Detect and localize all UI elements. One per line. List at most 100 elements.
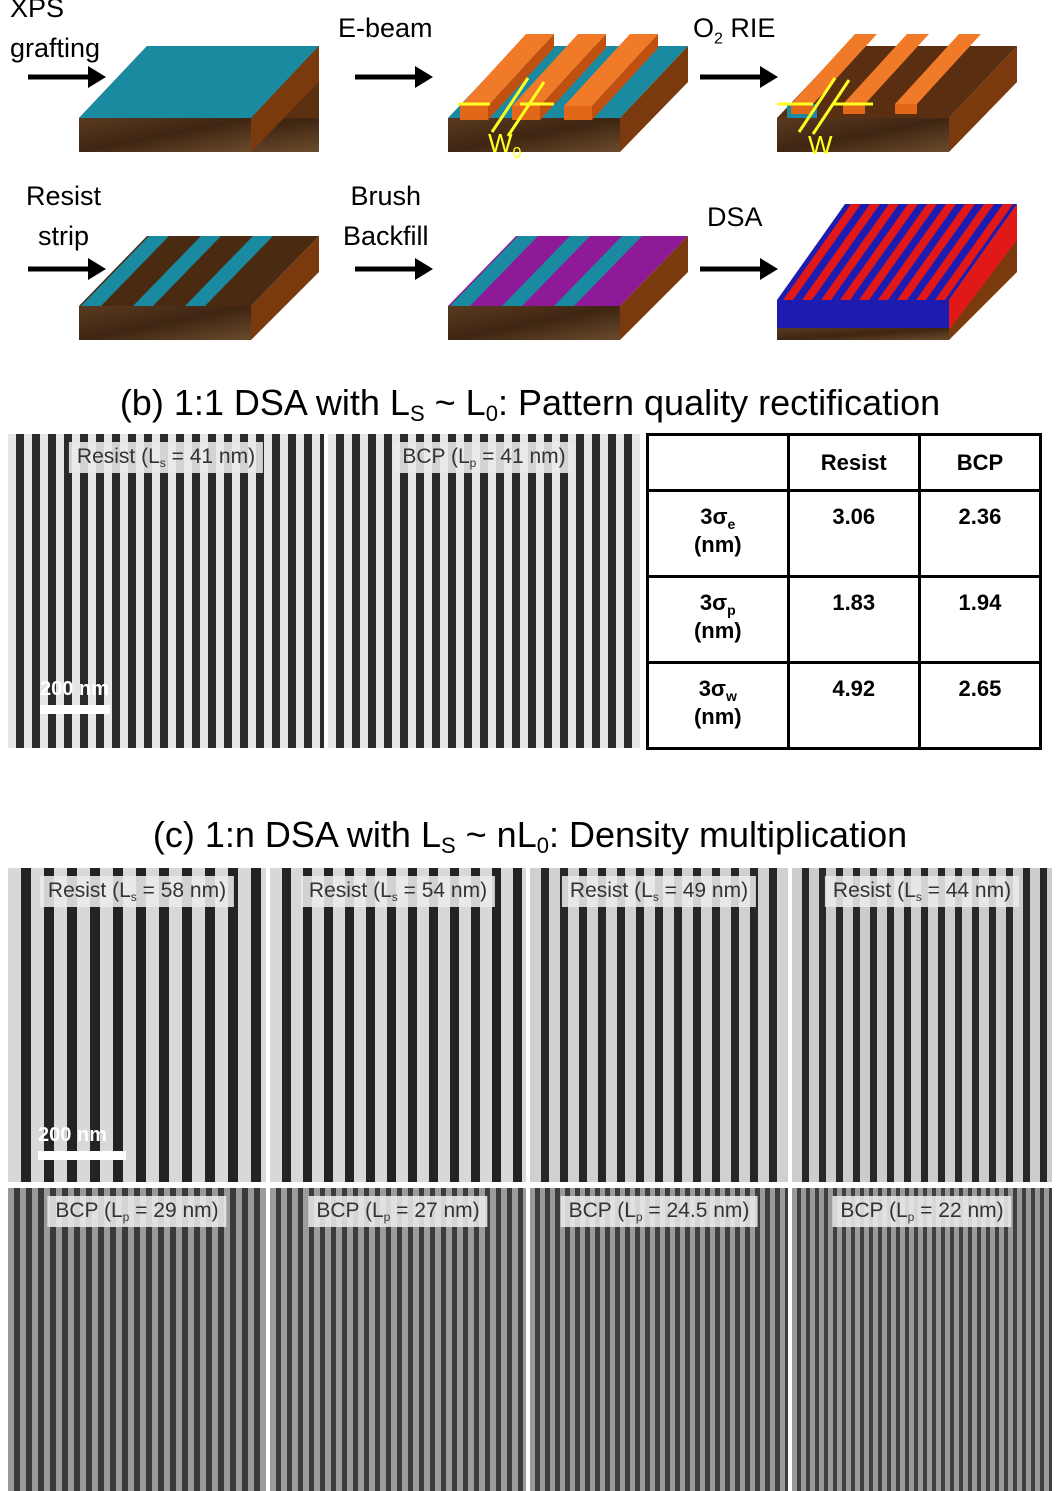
- red-lamella: [840, 204, 918, 300]
- title-text: ~ nL: [455, 814, 537, 855]
- w0-main: W: [488, 128, 513, 158]
- image-label: BCP (Lp = 27 nm): [308, 1196, 488, 1227]
- sem-image-resist-58: Resist (Ls = 58 nm) 200 nm: [8, 868, 266, 1182]
- dimension-w-label: W: [808, 130, 833, 160]
- image-label: BCP (Lp = 29 nm): [47, 1196, 227, 1227]
- guide-stripe: [185, 236, 273, 306]
- table-cell: 1.83: [786, 575, 921, 664]
- resist-line: [460, 34, 554, 120]
- image-label: Resist (Ls = 41 nm): [68, 442, 264, 473]
- scale-bar-label: 200 nm: [40, 678, 109, 700]
- sem-image-bcp-41: BCP (Lp = 41 nm): [328, 434, 640, 748]
- image-label: Resist (Ls = 49 nm): [561, 876, 757, 907]
- brush-backfill-block: [448, 236, 688, 340]
- title-sub: 0: [485, 401, 498, 426]
- sem-image-resist-41: Resist (Ls = 41 nm) 200 nm: [8, 434, 324, 748]
- step-line2: grafting: [10, 33, 101, 63]
- o2-sub: 2: [714, 30, 723, 48]
- step-line1: O2 RIE: [693, 8, 775, 59]
- step-line1: Resist: [26, 181, 102, 211]
- guide-stripe: [450, 236, 538, 306]
- image-label: BCP (Lp = 24.5 nm): [560, 1196, 758, 1227]
- arrow-icon: [28, 66, 106, 88]
- rie-text: RIE: [722, 13, 776, 43]
- image-label: Resist (Ls = 44 nm): [824, 876, 1020, 907]
- table-row-header: 3σw (nm): [646, 661, 790, 750]
- table-header-cell: [646, 433, 790, 492]
- sem-image-bcp-24-5: BCP (Lp = 24.5 nm): [530, 1188, 788, 1491]
- guide-stripe: [554, 236, 642, 306]
- step-label-xps-grafting: XPS grafting: [10, 0, 100, 68]
- step-label-brush-backfill: Brush Backfill: [343, 176, 429, 256]
- step-line2: strip: [38, 221, 90, 251]
- table-header-cell: BCP: [917, 433, 1043, 492]
- table-cell: 1.94: [917, 575, 1043, 664]
- table-header-cell: Resist: [786, 433, 921, 492]
- image-label: Resist (Ls = 58 nm): [39, 876, 235, 907]
- sem-image-bcp-29: BCP (Lp = 29 nm): [8, 1188, 266, 1491]
- red-lamella: [935, 204, 1013, 300]
- o2-o: O: [693, 13, 715, 43]
- substrate-grafted-block: [79, 46, 319, 152]
- ebeam-resist-block: [448, 34, 688, 152]
- red-lamella: [878, 204, 956, 300]
- scale-bar-line: [38, 1151, 126, 1160]
- sem-image-resist-49: Resist (Ls = 49 nm): [530, 868, 788, 1182]
- title-text: : Density multiplication: [548, 814, 908, 855]
- title-sub: 0: [536, 833, 549, 858]
- guide-stripe: [81, 236, 169, 306]
- sem-image-resist-44: Resist (Ls = 44 nm): [792, 868, 1052, 1182]
- step-label-dsa: DSA: [707, 197, 763, 237]
- step-line1: DSA: [707, 202, 763, 232]
- step-line1: E-beam: [338, 13, 433, 43]
- arrow-icon: [355, 66, 433, 88]
- title-text: (b) 1:1 DSA with L: [119, 382, 410, 423]
- table-cell: 2.65: [917, 661, 1043, 750]
- step-line2: Backfill: [343, 221, 429, 251]
- section-c-title: (c) 1:n DSA with LS ~ nL0: Density multi…: [0, 814, 1060, 859]
- image-label: BCP (Lp = 41 nm): [394, 442, 574, 473]
- arrow-icon: [355, 258, 433, 280]
- title-text: ~ L: [424, 382, 486, 423]
- table-header-row: Resist BCP: [646, 433, 1043, 492]
- image-label: Resist (Ls = 54 nm): [300, 876, 496, 907]
- sem-image-resist-54: Resist (Ls = 54 nm): [270, 868, 526, 1182]
- resist-line: [564, 34, 658, 120]
- table-row-header: 3σe (nm): [646, 489, 790, 578]
- scale-bar: 200 nm: [38, 1124, 126, 1160]
- step-line1: XPS: [10, 0, 65, 23]
- dimension-w0-label: W0: [488, 128, 521, 163]
- step-line1: Brush: [350, 181, 422, 211]
- section-b-title: (b) 1:1 DSA with LS ~ L0: Pattern qualit…: [0, 382, 1060, 427]
- red-lamella: [783, 204, 861, 300]
- scale-bar-label: 200 nm: [38, 1124, 107, 1146]
- step-label-resist-strip: Resist strip: [26, 176, 101, 256]
- resist-line: [895, 34, 981, 114]
- table-row-header: 3σp (nm): [646, 575, 790, 664]
- dsa-lamellae-block: [777, 204, 1017, 340]
- table-cell: 2.36: [917, 489, 1043, 578]
- table-cell: 4.92: [786, 661, 921, 750]
- scale-bar-line: [40, 705, 110, 714]
- table-row: 3σw (nm) 4.92 2.65: [646, 661, 1043, 750]
- red-lamella: [821, 204, 899, 300]
- resist-line: [512, 34, 606, 120]
- arrow-icon: [28, 258, 106, 280]
- title-sub: S: [409, 401, 425, 426]
- sem-image-bcp-27: BCP (Lp = 27 nm): [270, 1188, 526, 1491]
- guide-stripe: [502, 236, 590, 306]
- o2-rie-block: [777, 34, 1017, 152]
- title-text: : Pattern quality rectification: [497, 382, 941, 423]
- roughness-table: Resist BCP 3σe (nm) 3.06 2.36 3σp (nm) 1.8…: [646, 433, 1043, 750]
- title-sub: S: [440, 833, 456, 858]
- step-label-o2-rie: O2 RIE: [693, 8, 775, 59]
- table-row: 3σe (nm) 3.06 2.36: [646, 489, 1043, 578]
- guide-stripe: [133, 236, 221, 306]
- red-lamella: [802, 204, 880, 300]
- title-text: (c) 1:n DSA with L: [152, 814, 441, 855]
- image-label: BCP (Lp = 22 nm): [832, 1196, 1012, 1227]
- resist-line: [843, 34, 929, 114]
- w0-sub: 0: [512, 145, 522, 163]
- table-cell: 3.06: [786, 489, 921, 578]
- table-row: 3σp (nm) 1.83 1.94: [646, 575, 1043, 664]
